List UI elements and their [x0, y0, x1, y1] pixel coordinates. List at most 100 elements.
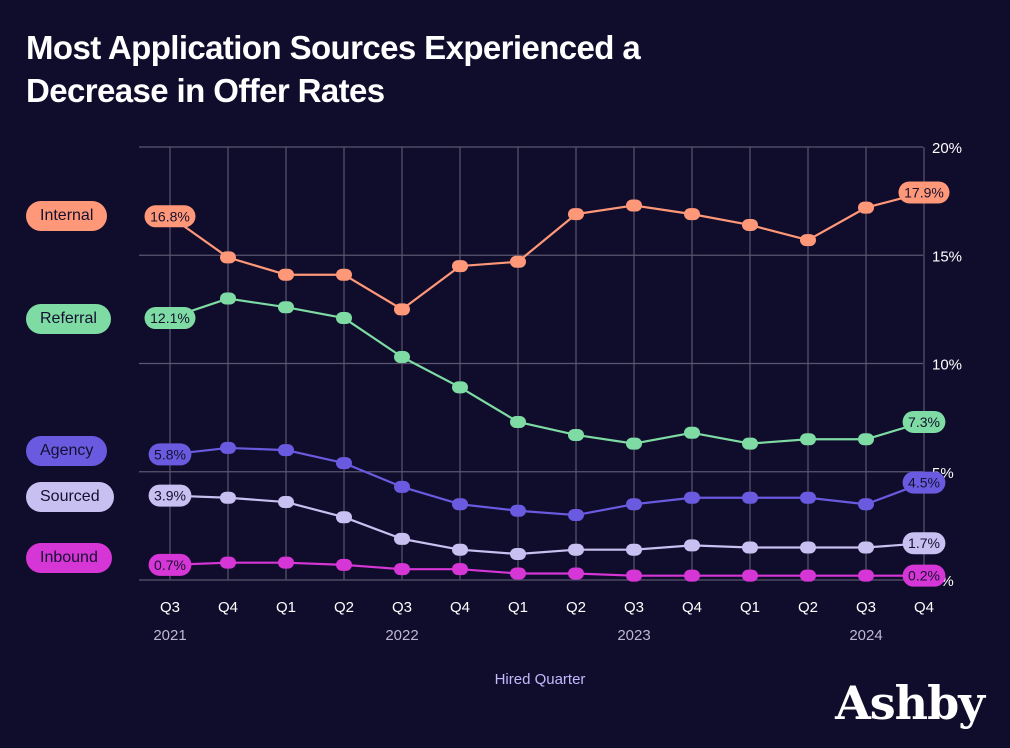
series-line — [169, 494, 925, 556]
data-point — [800, 569, 816, 582]
data-point — [220, 441, 236, 454]
data-point — [626, 437, 642, 450]
data-label: 12.1% — [150, 310, 190, 326]
legend-item-referral: Referral — [26, 304, 111, 334]
data-point — [278, 444, 294, 457]
data-label-pill — [902, 532, 946, 555]
y-tick-label: 15% — [932, 248, 962, 265]
data-point — [858, 498, 874, 511]
x-tick-label: Q2 — [334, 599, 354, 616]
data-point — [452, 543, 468, 556]
data-point — [336, 268, 352, 281]
data-point — [858, 541, 874, 554]
data-label-pill — [148, 484, 192, 507]
data-label: 0.2% — [908, 568, 940, 584]
data-point — [278, 556, 294, 569]
data-point — [452, 563, 468, 576]
x-tick-label: Q1 — [276, 599, 296, 616]
data-point — [800, 541, 816, 554]
data-label: 1.7% — [908, 535, 940, 551]
x-tick-label: Q3 — [160, 599, 180, 616]
data-point — [452, 260, 468, 273]
legend-item-agency: Agency — [26, 436, 108, 466]
series-line — [169, 561, 924, 577]
data-point — [278, 301, 294, 314]
data-point — [742, 437, 758, 450]
series-agency: 5.8% 4.5% — [148, 441, 946, 522]
x-year-label: 2022 — [385, 627, 418, 644]
series-group: 16.8% 17.9% 12.1%7.3%5.8%4.5%3.9% 1.7% 0.7%0… — [144, 181, 950, 587]
data-point — [452, 381, 468, 394]
data-point — [568, 208, 584, 221]
x-tick-label: Q3 — [856, 599, 876, 616]
series-line — [169, 446, 925, 517]
grid-lines — [139, 146, 925, 581]
y-tick-label: 10% — [932, 357, 962, 374]
x-axis-ticks: Q3 Q4 Q1 Q2 Q3 Q4 Q1 Q2 Q3 Q4 Q1 Q2 Q3 Q4 2021 2022 2023… — [153, 599, 934, 644]
data-label-pill — [902, 564, 946, 587]
data-point — [336, 511, 352, 524]
data-point — [278, 268, 294, 281]
data-label-pill — [144, 307, 196, 330]
y-tick-label: 20% — [932, 140, 962, 157]
data-point — [394, 303, 410, 316]
data-point — [742, 541, 758, 554]
data-point — [452, 498, 468, 511]
series-referral: 12.1% 7.3% — [144, 292, 946, 450]
x-tick-label: Q1 — [740, 599, 760, 616]
data-point — [336, 457, 352, 470]
data-point — [568, 567, 584, 580]
data-label: 16.8% — [150, 208, 190, 224]
y-axis-ticks: 0%5%10%15%20% — [932, 140, 962, 590]
data-label-pill — [148, 443, 192, 466]
x-tick-label: Q1 — [508, 599, 528, 616]
x-tick-label: Q4 — [218, 599, 238, 616]
data-label: 3.9% — [154, 488, 186, 504]
legend-item-inbound: Inbound — [26, 543, 112, 573]
data-point — [220, 292, 236, 305]
legend-item-internal: Internal — [26, 201, 108, 231]
data-point — [684, 208, 700, 221]
data-point — [394, 532, 410, 545]
data-point — [742, 491, 758, 504]
brand-logo: Ashby — [835, 676, 985, 730]
data-point — [858, 569, 874, 582]
legend-item-sourced: Sourced — [26, 482, 114, 512]
data-point — [684, 491, 700, 504]
data-label: 4.5% — [908, 475, 940, 491]
data-point — [336, 312, 352, 325]
data-label-pill — [902, 410, 946, 433]
x-tick-label: Q4 — [682, 599, 702, 616]
series-line — [169, 297, 925, 445]
data-label-pill — [902, 471, 946, 494]
data-point — [336, 558, 352, 571]
data-point — [510, 504, 526, 517]
series-internal: 16.8% 17.9% — [144, 181, 950, 316]
x-year-label: 2023 — [617, 627, 650, 644]
x-tick-label: Q3 — [624, 599, 644, 616]
x-tick-label: Q2 — [798, 599, 818, 616]
x-tick-label: Q2 — [566, 599, 586, 616]
data-label: 17.9% — [904, 184, 944, 200]
data-point — [394, 563, 410, 576]
data-point — [220, 251, 236, 264]
x-tick-label: Q4 — [914, 599, 934, 616]
x-tick-label: Q3 — [392, 599, 412, 616]
data-point — [800, 433, 816, 446]
data-point — [858, 201, 874, 214]
x-year-label: 2024 — [849, 627, 882, 644]
data-point — [684, 539, 700, 552]
data-point — [510, 548, 526, 561]
series-inbound: 0.7% 0.2% — [148, 553, 946, 587]
data-point — [858, 433, 874, 446]
data-point — [568, 509, 584, 522]
data-point — [742, 569, 758, 582]
data-point — [626, 569, 642, 582]
data-point — [626, 199, 642, 212]
data-point — [510, 255, 526, 268]
data-point — [626, 543, 642, 556]
data-point — [394, 480, 410, 493]
data-label-pill — [148, 553, 192, 576]
data-point — [568, 543, 584, 556]
data-point — [800, 491, 816, 504]
